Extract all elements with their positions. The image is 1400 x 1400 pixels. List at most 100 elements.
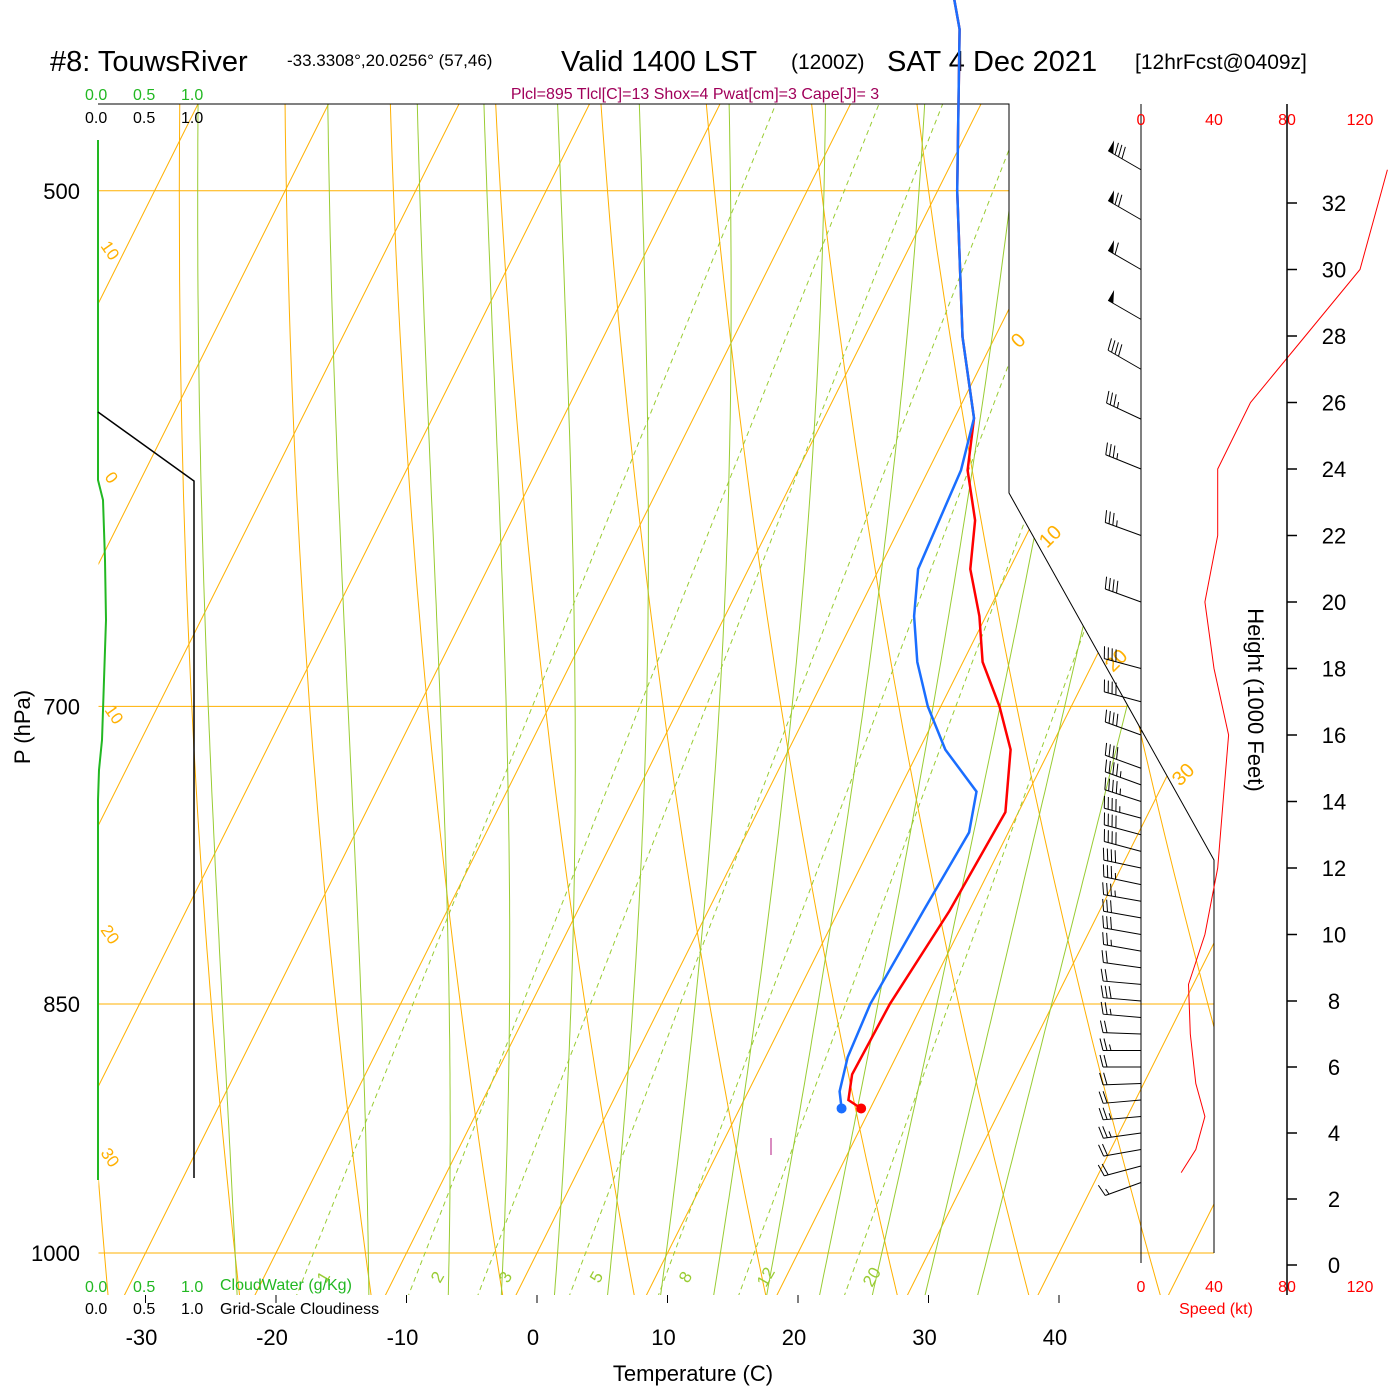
- height-tick-8: 8: [1328, 989, 1340, 1014]
- wind-barb-flag: [1104, 709, 1108, 723]
- wind-barb-flag: [1102, 932, 1105, 945]
- cloud-water-tick-top-1: 0.5: [133, 87, 155, 104]
- wind-barb-flag: [1108, 443, 1112, 457]
- temp-tick-0: 0: [527, 1325, 539, 1350]
- sounding-indices: Plcl=895 Tlcl[C]=13 Shox=4 Pwat[cm]=3 Ca…: [511, 86, 879, 103]
- wind-barb: [1104, 742, 1142, 769]
- wind-barb-staff: [1107, 200, 1142, 221]
- wind-barb: [1102, 898, 1142, 919]
- isotherm--80: [98, 104, 587, 1295]
- wind-barb-flag: [1106, 390, 1110, 404]
- wind-barb-flag: [1104, 742, 1108, 756]
- cloud-cover-tick-top-1: 0.5: [133, 110, 155, 127]
- wind-barb-staff: [1103, 1013, 1142, 1018]
- temp-tick-40: 40: [1043, 1325, 1067, 1350]
- wind-barb: [1107, 190, 1142, 221]
- moist-adiabat-32: [916, 104, 1214, 1295]
- wind-barb-flag: [1113, 394, 1117, 407]
- wind-barb: [1098, 1091, 1142, 1104]
- wind-barb-flag: [1100, 968, 1104, 982]
- dry-adiabat-290: [576, 104, 789, 1295]
- wind-barb-flag: [1101, 950, 1104, 963]
- wind-barb-pennant: [1108, 140, 1115, 154]
- wind-barb-staff: [1103, 1099, 1142, 1104]
- wind-barb-flag: [1112, 445, 1116, 458]
- wind-barb: [1098, 1126, 1142, 1139]
- isotherm--60: [98, 104, 848, 1295]
- wind-barb-flag: [1116, 747, 1119, 760]
- mix-label-3: 3: [495, 1268, 516, 1286]
- speed-tick-0: 0: [1137, 1279, 1146, 1296]
- valid-zulu: (1200Z): [791, 51, 865, 74]
- wind-barb-flag: [1106, 899, 1109, 913]
- wind-barb-flag: [1098, 1091, 1104, 1104]
- wind-barb-flag: [1116, 713, 1119, 727]
- wind-barb: [1101, 950, 1142, 969]
- moist-adiabat-20: [760, 104, 937, 1295]
- wind-barb-half-flag: [1116, 520, 1118, 527]
- mix-label-20: 20: [859, 1264, 885, 1290]
- left-label-1: 10: [97, 237, 123, 263]
- height-tick-0: 0: [1328, 1253, 1340, 1278]
- moist-adiabat-16: [707, 104, 827, 1295]
- isotherm--70: [98, 104, 718, 1295]
- dry-adiabat-280: [482, 104, 655, 1295]
- wind-barb: [1107, 240, 1142, 270]
- wind-barb-staff: [1103, 1149, 1142, 1157]
- wind-barb: [1099, 1038, 1141, 1051]
- pressure-tick-labels: 2503004005007008501000: [31, 179, 80, 1266]
- mixing-ratio-8: [619, 104, 1207, 1295]
- x-axis-label: Temperature (C): [613, 1361, 773, 1386]
- height-tick-10: 10: [1322, 923, 1346, 948]
- height-axis-label: Height (1000 Feet): [1243, 608, 1268, 791]
- height-tick-26: 26: [1322, 391, 1346, 416]
- moist-adiabat-24: [812, 104, 1066, 1295]
- cloud-cover-tick-0: 0.0: [85, 1301, 107, 1318]
- pressure-tick-500: 500: [43, 179, 80, 204]
- mixing-ratio-3: [437, 104, 1045, 1295]
- mix-label-5: 5: [586, 1268, 607, 1286]
- wind-barb-half-flag: [1119, 771, 1122, 778]
- wind-barb-staff: [1107, 250, 1142, 270]
- wind-barb-flag: [1103, 1038, 1108, 1051]
- wind-barb: [1107, 338, 1142, 370]
- wind-barb-flag: [1112, 512, 1115, 526]
- moist-adiabat-12: [655, 104, 732, 1295]
- dry-adiabat-250: [178, 104, 253, 1295]
- wind-barb-flag: [1116, 580, 1119, 594]
- isobar-lines: [98, 190, 1214, 1254]
- wind-barb-flag: [1114, 242, 1119, 255]
- height-tick-16: 16: [1322, 723, 1346, 748]
- temperature-profile: [847, 0, 1012, 1110]
- left-edge-labels: 10 0 10 20 30: [97, 237, 127, 1170]
- wind-barb: [1103, 812, 1142, 836]
- wind-barb-half-flag: [1109, 1044, 1112, 1051]
- dry-adiabat-310: [755, 104, 1058, 1295]
- wind-barb-flag: [1104, 969, 1108, 982]
- wind-barb-flag: [1097, 1184, 1106, 1196]
- wind-barb-flag: [1108, 778, 1111, 792]
- wind-barb-flag: [1112, 579, 1115, 592]
- wind-barb-staff: [1106, 402, 1142, 420]
- wind-barb-flag: [1108, 711, 1111, 724]
- cloud-cover-tick-top-2: 1.0: [181, 110, 203, 127]
- dewpoint-profile: [838, 0, 978, 1109]
- isotherm--30: [98, 104, 1214, 1295]
- height-tick-2: 2: [1328, 1187, 1340, 1212]
- cloudiness-curve: [97, 411, 195, 1178]
- wind-barb-half-flag: [1109, 1008, 1112, 1015]
- height-tick-6: 6: [1328, 1055, 1340, 1080]
- isotherm--40: [98, 104, 1109, 1295]
- wind-barb-pennant: [1108, 240, 1115, 254]
- isotherm-label-0: 0: [1007, 329, 1030, 352]
- wind-barb: [1104, 709, 1142, 736]
- wind-barb-flag: [1106, 932, 1109, 946]
- wind-barb-staff: [1107, 349, 1142, 370]
- wind-barb-flag: [1099, 1054, 1104, 1068]
- wind-barb-flag: [1104, 985, 1108, 999]
- wind-barb-flag: [1098, 1144, 1105, 1157]
- wind-barb-staff: [1103, 894, 1142, 902]
- wind-barb-flag: [1103, 1072, 1108, 1085]
- cloud-cover-tick-1: 0.5: [133, 1301, 155, 1318]
- wind-barb: [1103, 646, 1142, 669]
